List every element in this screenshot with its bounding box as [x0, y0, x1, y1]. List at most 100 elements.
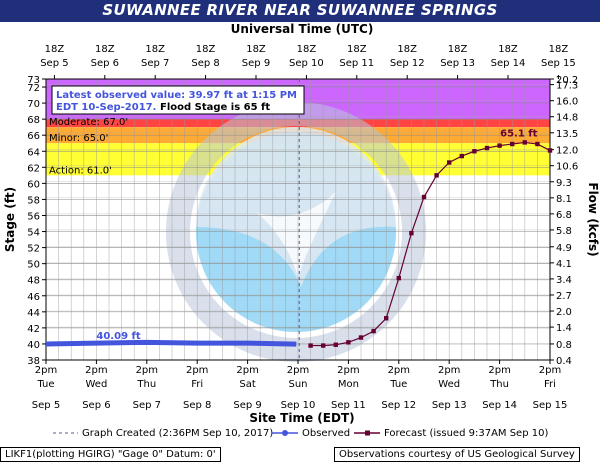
top-axis-title: Universal Time (UTC)	[231, 22, 374, 36]
forecast-point	[522, 140, 527, 145]
forecast-point	[421, 194, 427, 200]
bottom-tick-time: 2pm	[337, 365, 359, 376]
top-tick-date: Sep 9	[242, 58, 270, 69]
bottom-tick-date: Sep 10	[281, 400, 316, 411]
band-label-minor: Minor: 65.0'	[49, 133, 108, 144]
bottom-tick-day: Sat	[239, 379, 255, 390]
bottom-tick-time: 2pm	[186, 365, 208, 376]
latest-obs-line2a: EDT 10-Sep-2017.	[56, 102, 156, 113]
bottom-tick-date: Sep 11	[331, 400, 366, 411]
forecast-point	[333, 342, 338, 347]
left-tick-label: 60	[27, 179, 40, 190]
forecast-point	[459, 153, 464, 159]
left-tick-label: 70	[27, 99, 40, 110]
top-tick-label: 18Z	[347, 44, 367, 55]
forecast-point	[535, 141, 540, 147]
band-label-moderate: Moderate: 67.0'	[49, 117, 128, 128]
left-tick-label: 73	[27, 75, 40, 86]
top-tick-label: 18Z	[196, 44, 216, 55]
top-tick-date: Sep 14	[491, 58, 526, 69]
top-tick-label: 18Z	[397, 44, 417, 55]
left-tick-label: 72	[27, 83, 40, 94]
bottom-tick-day: Wed	[438, 379, 460, 390]
top-tick-label: 18Z	[549, 44, 569, 55]
bottom-tick-day: Thu	[489, 379, 509, 390]
bottom-tick-time: 2pm	[236, 365, 258, 376]
bottom-tick-date: Sep 12	[381, 400, 416, 411]
right-tick-label: 1.4	[556, 323, 572, 334]
left-tick-label: 38	[27, 356, 40, 367]
noaa-logo-bird	[256, 192, 336, 277]
left-tick-label: 54	[27, 228, 40, 239]
right-tick-label: 2.0	[556, 307, 572, 318]
left-tick-label: 56	[27, 211, 40, 222]
latest-obs-box	[51, 85, 305, 115]
right-tick-label: 14.8	[556, 113, 578, 124]
forecast-point	[484, 145, 490, 151]
forecast-crest-label: 65.1 ft	[500, 128, 538, 139]
right-tick-label: 0.8	[556, 340, 572, 351]
band-label-action: Action: 61.0'	[49, 165, 112, 176]
forecast-point	[472, 149, 477, 154]
top-tick-date: Sep 7	[141, 58, 169, 69]
forecast-point	[396, 275, 401, 281]
observed-line	[45, 339, 297, 347]
right-tick-label: 20.2	[556, 75, 578, 86]
top-tick-date: Sep 10	[289, 58, 324, 69]
left-tick-label: 68	[27, 115, 40, 126]
right-tick-label: 3.4	[556, 275, 572, 286]
bottom-tick-day: Thu	[136, 379, 156, 390]
left-tick-label: 52	[27, 244, 40, 255]
bottom-tick-day: Tue	[36, 379, 54, 390]
left-axis-title: Stage (ft)	[3, 187, 17, 252]
left-tick-label: 40	[27, 340, 40, 351]
bottom-tick-date: Sep 9	[233, 400, 261, 411]
top-tick-label: 18Z	[246, 44, 266, 55]
right-tick-label: 8.1	[556, 194, 572, 205]
legend-observed-label: Observed	[302, 428, 350, 439]
bottom-tick-time: 2pm	[287, 365, 309, 376]
bottom-tick-date: Sep 13	[432, 400, 467, 411]
top-tick-label: 18Z	[448, 44, 468, 55]
right-tick-label: 2.7	[556, 291, 572, 302]
top-tick-date: Sep 5	[40, 58, 68, 69]
latest-obs-line2b: Flood Stage is 65 ft	[160, 102, 270, 113]
right-tick-label: 9.3	[556, 178, 572, 189]
right-tick-label: 6.8	[556, 210, 572, 221]
top-tick-label: 18Z	[297, 44, 317, 55]
observed-value-label: 40.09 ft	[96, 331, 140, 342]
legend-observed-marker	[282, 430, 288, 436]
top-tick-date: Sep 11	[339, 58, 374, 69]
title-banner: SUWANNEE RIVER NEAR SUWANNEE SPRINGS	[0, 0, 600, 22]
bottom-tick-date: Sep 6	[82, 400, 110, 411]
chart-title: SUWANNEE RIVER NEAR SUWANNEE SPRINGS	[102, 1, 498, 19]
bottom-axis-title: Site Time (EDT)	[249, 411, 354, 425]
forecast-point	[358, 335, 364, 340]
left-tick-label: 46	[27, 292, 40, 303]
bottom-tick-day: Sun	[288, 379, 307, 390]
legend-forecast-marker	[365, 430, 370, 436]
forecast-point	[447, 160, 452, 165]
forecast-point	[321, 343, 326, 348]
bottom-tick-date: Sep 14	[482, 400, 517, 411]
right-axis-title: Flow (kcfs)	[586, 182, 600, 256]
bottom-tick-date: Sep 15	[533, 400, 568, 411]
forecast-point	[308, 343, 313, 348]
bottom-tick-day: Tue	[389, 379, 407, 390]
bottom-tick-time: 2pm	[388, 365, 410, 376]
right-tick-label: 5.8	[556, 226, 572, 237]
left-tick-label: 64	[27, 147, 40, 158]
forecast-point	[510, 141, 515, 147]
left-tick-label: 66	[27, 131, 40, 142]
top-tick-date: Sep 12	[390, 58, 425, 69]
right-tick-label: 13.5	[556, 129, 578, 140]
right-tick-label: 4.1	[556, 259, 572, 270]
forecast-point	[371, 328, 376, 334]
bottom-tick-time: 2pm	[438, 365, 460, 376]
bottom-tick-date: Sep 5	[32, 400, 60, 411]
legend-created-label: Graph Created (2:36PM Sep 10, 2017)	[82, 428, 273, 439]
top-tick-date: Sep 13	[440, 58, 475, 69]
latest-obs-line1: Latest observed value: 39.97 ft at 1:15 …	[56, 90, 297, 101]
right-tick-label: 17.3	[556, 81, 578, 92]
